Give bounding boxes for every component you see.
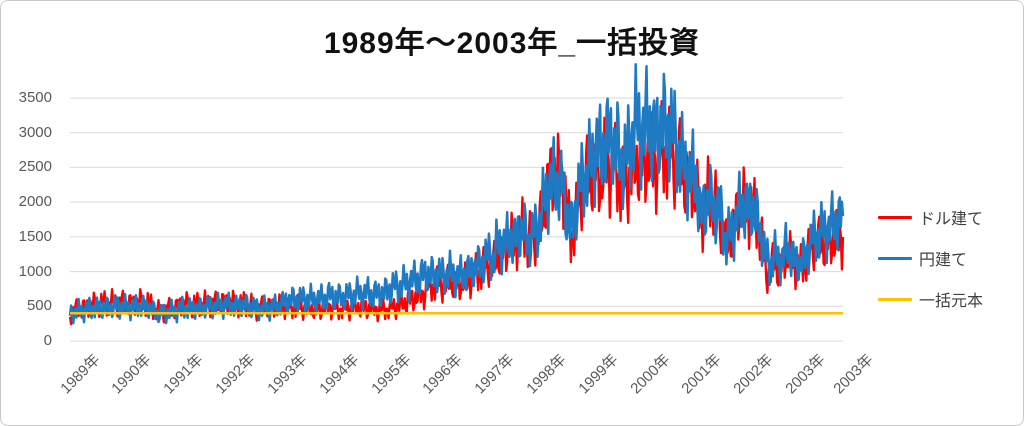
legend-label: 一括元本 (919, 293, 984, 310)
y-tick-label: 3500 (18, 89, 52, 106)
y-tick-label: 1000 (18, 262, 52, 280)
legend-line-swatch-red (878, 215, 912, 219)
legend: ドル建て 円建て 一括元本 (878, 205, 983, 328)
y-tick-label: 1500 (18, 227, 52, 245)
legend-label: ドル建て (919, 211, 984, 228)
legend-label: 円建て (919, 252, 968, 269)
legend-item-principal: 一括元本 (878, 287, 983, 311)
y-tick-label: 0 (43, 332, 52, 349)
legend-item-usd: ドル建て (878, 205, 983, 229)
y-tick-label: 2000 (18, 193, 52, 211)
legend-line-swatch-orange (878, 297, 912, 301)
legend-line-swatch-blue (878, 256, 912, 260)
y-tick-label: 3000 (18, 123, 52, 141)
series-line-yen (68, 63, 845, 325)
y-tick-label: 2500 (18, 158, 52, 176)
legend-item-yen: 円建て (878, 246, 983, 270)
chart-title: 1989年～2003年_一括投資 (323, 27, 701, 60)
y-tick-label: 500 (26, 297, 52, 315)
